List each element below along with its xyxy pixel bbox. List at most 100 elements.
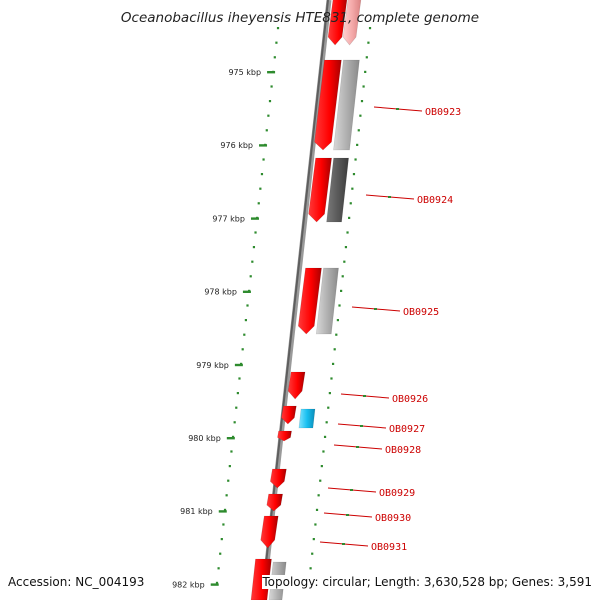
track-dot: [359, 114, 362, 117]
gene-label: OB0928: [385, 445, 421, 456]
track-dot: [357, 129, 360, 132]
track-dot: [270, 85, 273, 88]
cds-block: [315, 267, 339, 335]
gene-label-tick: [346, 514, 349, 516]
track-dot: [343, 260, 346, 263]
track-dot: [265, 129, 268, 132]
cds-block: [298, 408, 316, 429]
scale-tick-label: 979 kbp: [196, 361, 229, 370]
gene-block: [327, 0, 348, 46]
track-dot: [314, 523, 317, 526]
track-dot: [346, 231, 349, 234]
scale-tick: [250, 217, 259, 220]
scale-track: [215, 27, 280, 584]
gene-label-tick: [360, 425, 363, 427]
track-dot: [311, 552, 314, 555]
track-dot: [309, 567, 312, 570]
track-dot: [220, 538, 223, 541]
scale-tick-label: 981 kbp: [180, 507, 213, 516]
track-dot: [328, 392, 331, 395]
track-dot: [233, 421, 236, 424]
track-dot: [362, 85, 365, 88]
track-dot: [348, 216, 351, 219]
gene-label: OB0924: [417, 195, 453, 206]
track-dot: [260, 173, 264, 176]
genome-summary: Topology: circular; Length: 3,630,528 bp…: [262, 575, 592, 589]
track-dot: [251, 260, 254, 263]
track-dot: [268, 100, 272, 103]
gene-label-tick: [388, 196, 391, 198]
track-dot: [219, 552, 222, 555]
track-dot: [360, 100, 364, 103]
track-dot: [327, 406, 330, 409]
track-dot: [331, 362, 335, 365]
track-dot: [228, 465, 231, 468]
scale-tick: [234, 363, 243, 367]
gene-block: [260, 515, 279, 549]
track-dot: [249, 275, 252, 278]
track-dot: [330, 377, 333, 380]
gene-block: [297, 267, 322, 335]
track-dot: [344, 246, 348, 249]
track-dot: [349, 202, 352, 205]
track-dot: [354, 158, 357, 161]
track-dot: [276, 27, 280, 30]
cds-block: [333, 59, 360, 151]
track-dot: [368, 27, 372, 30]
track-dot: [217, 567, 220, 570]
track-dot: [356, 143, 359, 146]
gene-label-tick: [356, 446, 359, 448]
track-dot: [275, 41, 278, 44]
track-dot: [340, 289, 343, 292]
cds-block: [342, 0, 362, 46]
scale-tick: [242, 290, 251, 293]
track-dot: [319, 479, 322, 482]
scale-tick: [259, 144, 268, 147]
track-dot: [338, 304, 341, 307]
gene-label: OB0931: [371, 542, 407, 553]
gene-label: OB0929: [379, 488, 415, 499]
map-title: Oceanobacillus iheyensis HTE831, complet…: [120, 10, 480, 26]
track-dot: [259, 187, 262, 190]
gene-block: [308, 157, 332, 223]
gene-label-tick: [363, 395, 366, 397]
track-dot: [252, 246, 256, 249]
track-dot: [241, 348, 244, 351]
track-dot: [223, 508, 227, 511]
gene-block: [287, 371, 306, 400]
track-dot: [225, 494, 228, 497]
track-dot: [273, 56, 276, 59]
track-dot: [235, 406, 238, 409]
gene-block: [314, 59, 342, 151]
track-dot: [365, 56, 368, 59]
scale-tick-label: 982 kbp: [172, 580, 205, 589]
gene-label-tick: [342, 543, 345, 545]
accession-label: Accession: NC_004193: [8, 575, 145, 589]
track-dot: [257, 202, 260, 205]
track-dot: [262, 158, 265, 161]
scale-tick: [218, 510, 227, 513]
track-dot: [367, 41, 370, 44]
scale-tick: [210, 583, 219, 586]
track-dot: [320, 465, 323, 468]
gene-label-tick: [374, 308, 377, 310]
scale-tick: [226, 437, 235, 440]
track-dot: [236, 392, 239, 395]
track-dot: [243, 333, 246, 336]
gene-label-tick: [350, 489, 353, 491]
gene-label-tick: [396, 108, 399, 110]
gene-block: [269, 468, 287, 489]
outer-track: [307, 27, 372, 584]
track-dot: [352, 173, 356, 176]
track-dot: [341, 275, 344, 278]
track-dot: [336, 319, 339, 322]
scale-tick-label: 977 kbp: [212, 214, 245, 223]
gene-label: OB0930: [375, 513, 411, 524]
track-dot: [333, 348, 336, 351]
scale-tick-label: 975 kbp: [228, 68, 261, 77]
track-dot: [244, 319, 247, 322]
track-dot: [317, 494, 320, 497]
scale-tick-label: 976 kbp: [220, 141, 253, 150]
